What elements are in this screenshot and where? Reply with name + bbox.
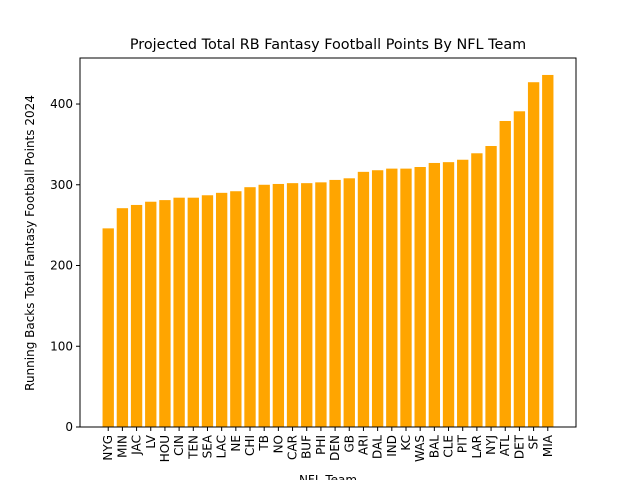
x-tick-label: TB — [257, 435, 271, 452]
y-axis-label: Running Backs Total Fantasy Football Poi… — [23, 95, 37, 391]
bar — [386, 168, 398, 427]
y-tick-label: 100 — [50, 339, 73, 353]
bar — [244, 187, 256, 427]
x-tick-label: PIT — [456, 434, 470, 453]
y-tick-label: 300 — [50, 178, 73, 192]
x-tick-label: DEN — [328, 435, 342, 461]
bar — [201, 195, 214, 427]
bar — [187, 197, 199, 427]
x-tick-label: CAR — [286, 435, 300, 460]
bar — [301, 183, 313, 427]
y-tick-label: 400 — [50, 97, 73, 111]
x-tick-label: MIA — [541, 434, 555, 457]
x-tick-label: WAS — [413, 435, 427, 462]
x-tick-label: GB — [342, 435, 356, 453]
x-tick-label: SEA — [200, 434, 214, 458]
x-tick-label: ATL — [498, 435, 512, 457]
bar — [428, 162, 441, 428]
x-tick-label: LAR — [470, 435, 484, 459]
x-axis-label: NFL Team — [299, 473, 357, 480]
x-tick-label: NYG — [101, 435, 115, 461]
x-tick-label: LAC — [215, 435, 229, 458]
bar — [258, 184, 270, 427]
axes-frame — [79, 57, 577, 428]
x-tick-label: DET — [512, 434, 526, 459]
bar — [442, 162, 455, 428]
bar — [116, 208, 129, 427]
bar — [286, 183, 299, 427]
x-tick-label: NE — [229, 435, 243, 452]
x-tick-label: DAL — [371, 435, 385, 459]
bar — [145, 201, 157, 427]
x-tick-label: NYJ — [484, 435, 498, 455]
x-tick-label: BAL — [427, 435, 441, 458]
bar — [102, 228, 114, 427]
x-tick-label: MIN — [115, 435, 129, 458]
bar — [173, 197, 185, 427]
bar — [343, 178, 355, 427]
bar — [471, 153, 483, 427]
bar — [457, 159, 469, 427]
bar — [414, 167, 426, 427]
bar — [499, 120, 511, 427]
bar — [542, 74, 554, 427]
x-tick-label: BUF — [300, 435, 314, 459]
x-tick-label: PHI — [314, 435, 328, 455]
bar — [130, 204, 143, 427]
bar — [485, 146, 497, 428]
bar — [272, 183, 285, 427]
bar — [215, 192, 228, 427]
bar — [357, 171, 370, 427]
x-tick-label: NO — [271, 435, 285, 453]
x-tick-label: SF — [527, 435, 541, 450]
x-tick-label: TEN — [186, 435, 200, 460]
bar — [513, 111, 526, 428]
x-tick-label: JAC — [130, 435, 144, 456]
x-tick-label: IND — [385, 435, 399, 457]
chart-title: Projected Total RB Fantasy Football Poin… — [130, 37, 526, 53]
bar — [159, 200, 171, 427]
y-tick-label: 0 — [65, 420, 73, 434]
x-tick-label: CHI — [243, 435, 257, 456]
x-tick-label: LV — [144, 434, 158, 448]
x-tick-label: HOU — [158, 435, 172, 462]
bar — [371, 170, 384, 427]
x-tick-label: CIN — [172, 435, 186, 456]
bar — [527, 82, 540, 427]
bar — [230, 191, 242, 427]
bar — [315, 182, 327, 427]
x-tick-label: ARI — [356, 435, 370, 455]
bar — [400, 168, 412, 427]
bar — [329, 179, 341, 427]
x-tick-label: CLE — [442, 435, 456, 458]
y-tick-label: 200 — [50, 259, 73, 273]
x-tick-label: KC — [399, 435, 413, 451]
